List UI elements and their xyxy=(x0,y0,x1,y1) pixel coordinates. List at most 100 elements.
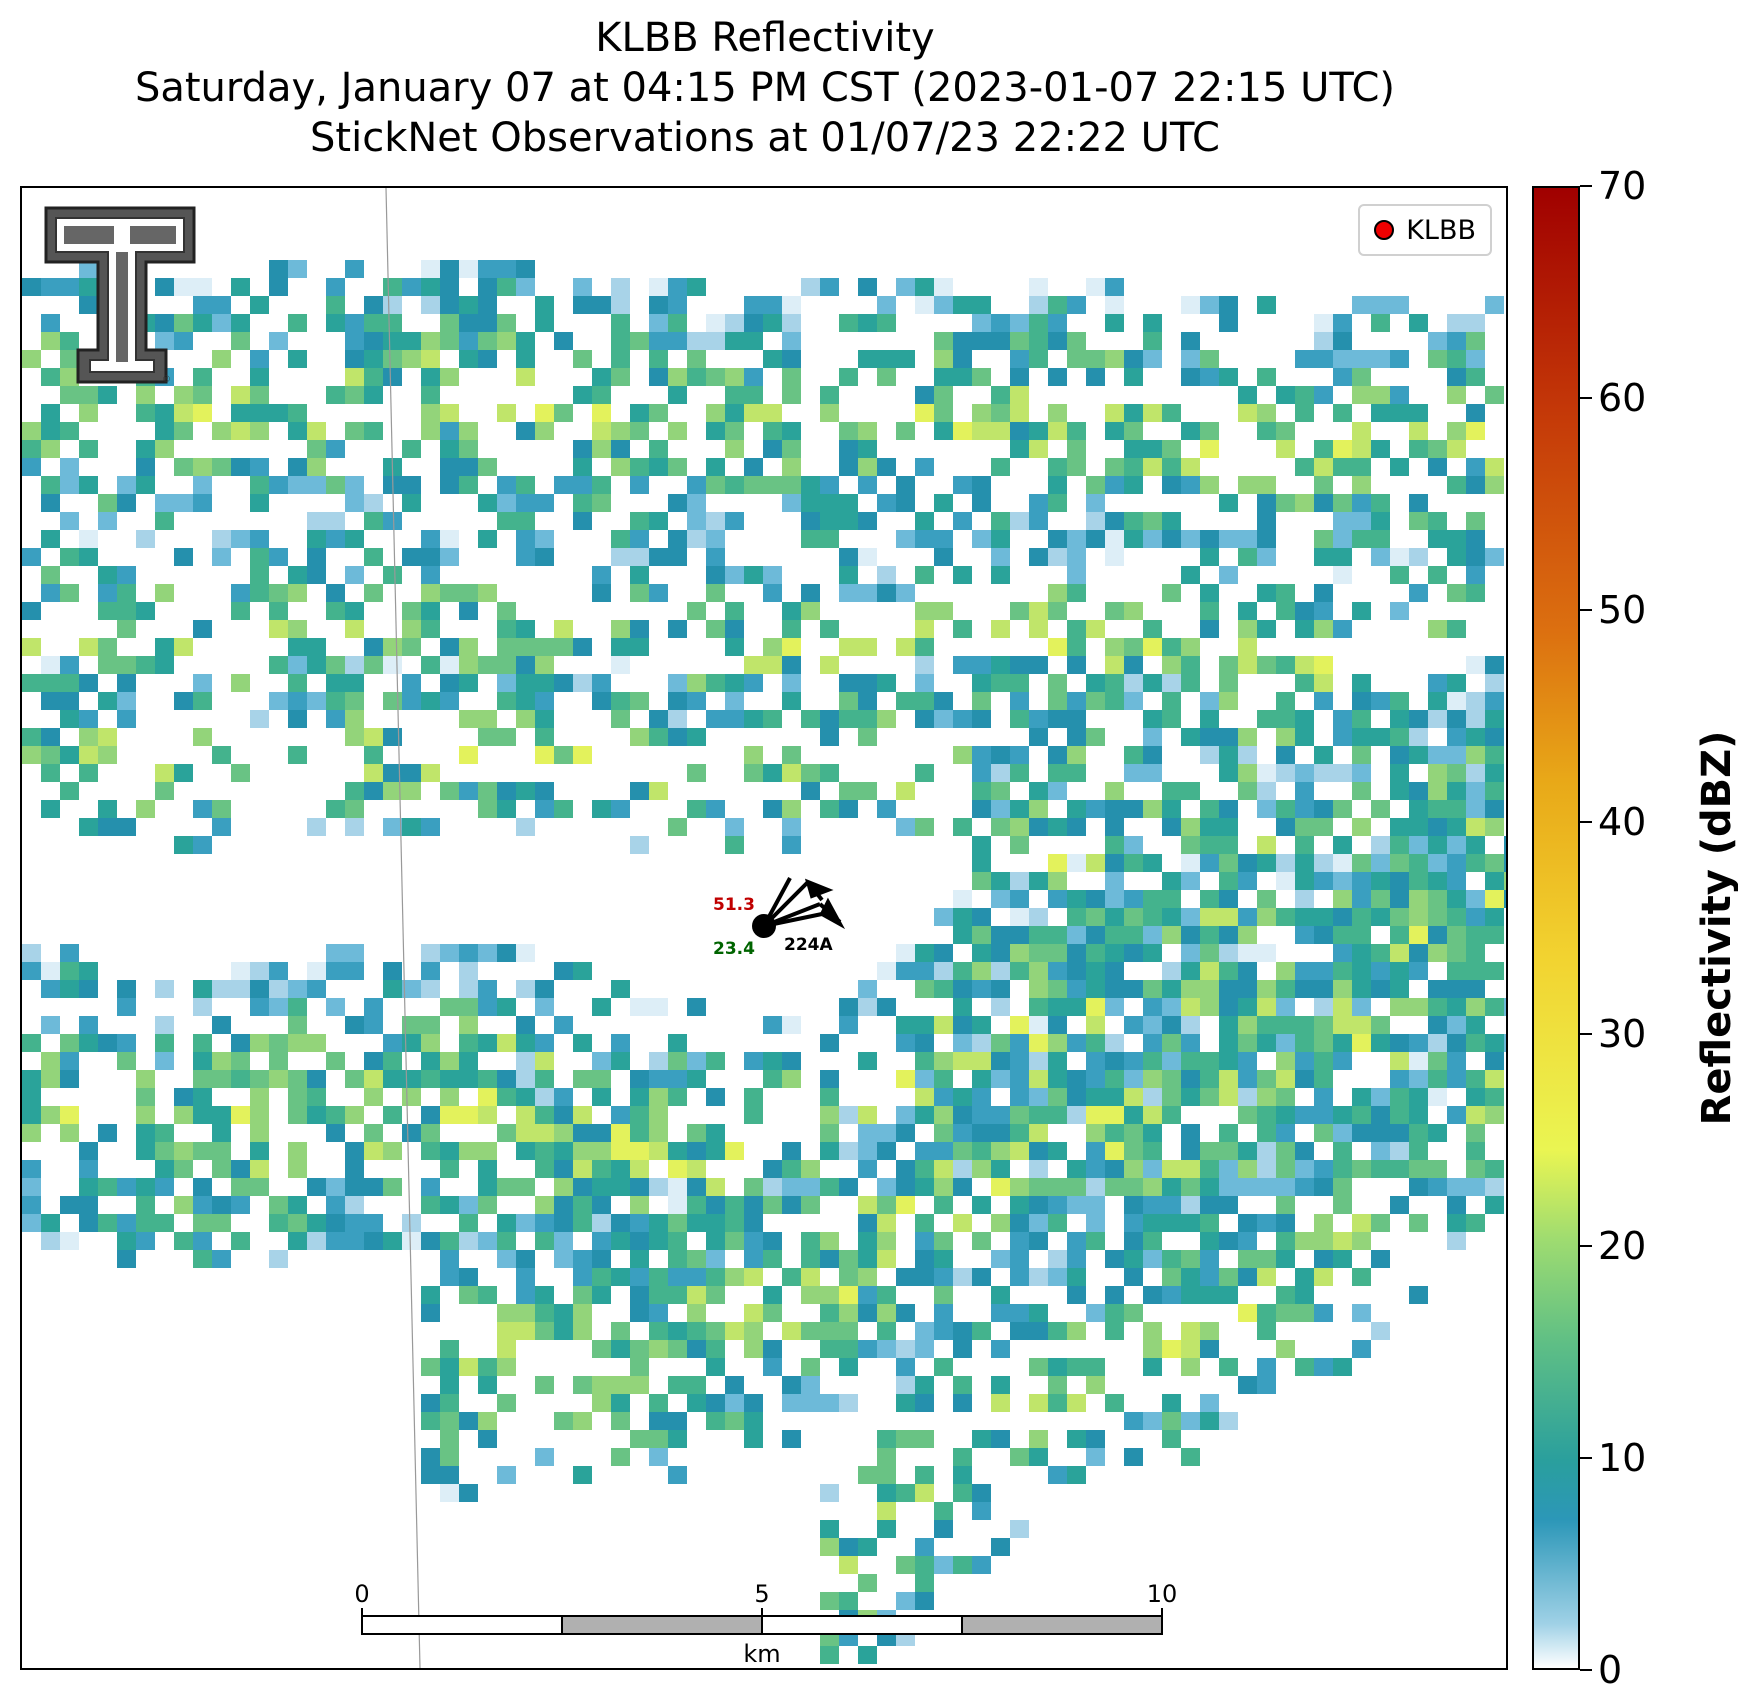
reflectivity-cell xyxy=(174,386,193,404)
reflectivity-cell xyxy=(421,1034,440,1052)
reflectivity-cell xyxy=(1409,494,1428,512)
reflectivity-cell xyxy=(231,1160,250,1178)
reflectivity-cell xyxy=(364,1232,383,1250)
reflectivity-cell xyxy=(1181,350,1200,368)
reflectivity-cell xyxy=(250,494,269,512)
reflectivity-cell xyxy=(1333,944,1352,962)
reflectivity-cell xyxy=(630,584,649,602)
reflectivity-cell xyxy=(1352,818,1371,836)
reflectivity-cell xyxy=(1048,1106,1067,1124)
reflectivity-cell xyxy=(611,422,630,440)
radar-map[interactable]: ® KLBB 51.3 23.4 224A 0 5 10 km xyxy=(20,186,1508,1670)
reflectivity-cell xyxy=(459,1106,478,1124)
reflectivity-cell xyxy=(345,476,364,494)
reflectivity-cell xyxy=(1067,566,1086,584)
reflectivity-cell xyxy=(41,278,60,296)
reflectivity-cell xyxy=(440,1160,459,1178)
reflectivity-cell xyxy=(364,1016,383,1034)
reflectivity-cell xyxy=(22,1124,41,1142)
reflectivity-cell xyxy=(1295,728,1314,746)
reflectivity-cell xyxy=(1333,530,1352,548)
reflectivity-cell xyxy=(269,1034,288,1052)
reflectivity-cell xyxy=(497,404,516,422)
reflectivity-cell xyxy=(1029,494,1048,512)
reflectivity-cell xyxy=(1238,476,1257,494)
reflectivity-cell xyxy=(193,278,212,296)
reflectivity-cell xyxy=(288,998,307,1016)
reflectivity-cell xyxy=(1029,602,1048,620)
reflectivity-cell xyxy=(383,1142,402,1160)
reflectivity-cell xyxy=(1067,638,1086,656)
reflectivity-cell xyxy=(573,296,592,314)
reflectivity-cell xyxy=(174,278,193,296)
reflectivity-cell xyxy=(649,728,668,746)
reflectivity-cell xyxy=(1143,944,1162,962)
reflectivity-cell xyxy=(1200,728,1219,746)
reflectivity-cell xyxy=(1124,1106,1143,1124)
reflectivity-cell xyxy=(1067,332,1086,350)
reflectivity-cell xyxy=(1333,314,1352,332)
reflectivity-cell xyxy=(22,422,41,440)
reflectivity-cell xyxy=(649,368,668,386)
reflectivity-cell xyxy=(1428,944,1447,962)
reflectivity-cell xyxy=(1390,746,1409,764)
reflectivity-cell xyxy=(1124,512,1143,530)
reflectivity-cell xyxy=(915,692,934,710)
reflectivity-cell xyxy=(478,782,497,800)
reflectivity-cell xyxy=(1447,476,1466,494)
reflectivity-cell xyxy=(668,1160,687,1178)
reflectivity-cell xyxy=(1143,1142,1162,1160)
reflectivity-cell xyxy=(1143,314,1162,332)
reflectivity-cell xyxy=(1466,332,1485,350)
reflectivity-cell xyxy=(725,674,744,692)
reflectivity-cell xyxy=(155,278,174,296)
reflectivity-cell xyxy=(497,476,516,494)
reflectivity-cell xyxy=(1390,836,1409,854)
reflectivity-cell xyxy=(1162,1088,1181,1106)
reflectivity-cell xyxy=(1314,332,1333,350)
reflectivity-cell xyxy=(801,476,820,494)
reflectivity-cell xyxy=(1048,746,1067,764)
reflectivity-cell xyxy=(1086,1142,1105,1160)
reflectivity-cell xyxy=(307,1106,326,1124)
reflectivity-cell xyxy=(1067,422,1086,440)
reflectivity-cell xyxy=(554,1196,573,1214)
reflectivity-cell xyxy=(440,656,459,674)
reflectivity-cell xyxy=(1428,566,1447,584)
reflectivity-cell xyxy=(858,548,877,566)
scale-label-5: 5 xyxy=(754,1580,769,1608)
reflectivity-cell xyxy=(1485,548,1504,566)
reflectivity-cell xyxy=(231,1106,250,1124)
reflectivity-cell xyxy=(1314,440,1333,458)
reflectivity-cell xyxy=(440,476,459,494)
reflectivity-cell xyxy=(706,1178,725,1196)
reflectivity-cell xyxy=(1466,818,1485,836)
reflectivity-cell xyxy=(516,260,535,278)
reflectivity-cell xyxy=(611,440,630,458)
reflectivity-cell xyxy=(516,548,535,566)
reflectivity-cell xyxy=(782,602,801,620)
reflectivity-cell xyxy=(896,350,915,368)
reflectivity-cell xyxy=(1276,800,1295,818)
reflectivity-cell xyxy=(288,746,307,764)
reflectivity-cell xyxy=(953,296,972,314)
reflectivity-cell xyxy=(839,368,858,386)
reflectivity-cell xyxy=(1238,386,1257,404)
reflectivity-cell xyxy=(288,692,307,710)
reflectivity-cell xyxy=(1048,476,1067,494)
reflectivity-cell xyxy=(60,1232,79,1250)
reflectivity-cell xyxy=(630,512,649,530)
reflectivity-cell xyxy=(1314,1088,1333,1106)
reflectivity-cell xyxy=(440,440,459,458)
reflectivity-cell xyxy=(744,656,763,674)
reflectivity-cell xyxy=(1295,602,1314,620)
reflectivity-cell xyxy=(1067,350,1086,368)
reflectivity-cell xyxy=(991,422,1010,440)
reflectivity-cell xyxy=(1352,962,1371,980)
reflectivity-cell xyxy=(364,314,383,332)
reflectivity-cell xyxy=(1219,908,1238,926)
reflectivity-cell xyxy=(41,332,60,350)
reflectivity-cell xyxy=(288,1034,307,1052)
reflectivity-cell xyxy=(60,350,79,368)
reflectivity-cell xyxy=(478,1034,497,1052)
